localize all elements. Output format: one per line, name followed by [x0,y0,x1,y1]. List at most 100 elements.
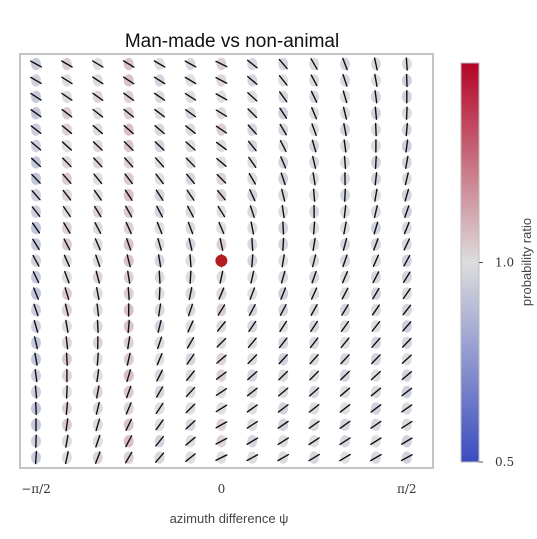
orientation-mark [251,254,254,268]
orientation-mark [122,76,135,85]
orientation-mark [187,320,194,333]
orientation-mark [248,304,256,316]
orientation-mark [312,155,317,169]
orientation-mark [246,404,258,413]
orientation-mark [310,74,318,87]
orientation-mark [154,157,165,168]
orientation-mark [95,418,101,432]
orientation-mark [92,76,104,85]
orientation-mark [374,172,378,186]
orientation-mark [278,337,288,349]
orientation-mark [31,189,41,201]
orientation-mark [61,108,73,118]
orientation-mark [343,204,347,219]
orientation-mark [95,385,100,399]
orientation-mark [156,336,163,350]
orientation-mark [65,336,69,350]
orientation-mark [247,108,258,119]
orientation-mark [279,320,288,333]
orientation-mark [33,303,39,317]
orientation-mark [93,173,103,185]
orientation-mark [342,90,348,104]
orientation-mark [92,92,104,101]
orientation-mark [311,270,317,284]
orientation-mark [404,188,410,202]
x-tick-label: 0 [218,482,226,496]
orientation-mark [370,370,382,381]
orientation-mark [281,188,286,202]
orientation-mark [370,453,382,462]
orientation-mark [30,141,42,151]
orientation-mark [125,221,132,235]
orientation-mark [374,73,378,88]
orientation-mark [65,418,69,432]
orientation-mark [154,108,166,118]
orientation-mark [61,125,73,135]
orientation-mark [127,319,130,334]
orientation-mark [402,287,411,300]
orientation-mark [401,387,413,397]
orientation-mark [311,106,318,120]
orientation-mark [155,419,164,431]
orientation-mark [155,173,164,185]
orientation-mark [157,237,162,251]
orientation-mark [249,287,256,300]
orientation-mark [373,238,379,251]
orientation-mark [32,238,40,251]
colorbar-label: probability ratio [519,218,534,306]
orientation-mark [65,319,69,334]
orientation-mark [63,238,71,251]
orientation-mark [219,270,224,284]
orientation-mark [402,271,411,283]
orientation-mark [278,74,288,86]
orientation-mark [64,451,69,465]
orientation-mark [311,254,317,268]
orientation-mark [246,437,259,445]
orientation-mark [370,404,382,413]
orientation-mark [189,270,192,284]
orientation-mark [402,304,412,316]
orientation-mark [62,205,72,218]
orientation-mark [92,124,104,135]
orientation-mark [215,371,227,380]
orientation-mark [280,287,287,300]
orientation-mark [184,109,197,118]
x-tick-label: −π/2 [21,482,51,496]
orientation-mark [281,254,285,268]
orientation-mark [250,270,255,284]
orientation-mark [339,453,351,462]
orientation-mark [96,352,99,366]
x-tick-label: π/2 [397,482,417,496]
orientation-mark [96,368,100,383]
orientation-mark [246,454,259,462]
orientation-mark [155,435,165,447]
orientation-mark [308,453,320,462]
orientation-mark [30,60,42,68]
orientation-mark [312,172,316,186]
orientation-mark [310,304,318,316]
orientation-mark [33,319,39,333]
orientation-mark [215,60,228,68]
orientation-mark [374,122,377,137]
orientation-mark [127,270,131,284]
orientation-mark [248,320,257,333]
orientation-mark [248,172,257,185]
orientation-mark [343,155,347,170]
orientation-mark [184,92,197,101]
orientation-mark [340,354,350,365]
orientation-mark [341,287,349,300]
orientation-mark [184,76,197,85]
orientation-mark [277,453,290,462]
orientation-mark [308,403,320,413]
orientation-mark [339,403,351,413]
orientation-mark [340,320,350,332]
orientation-mark [124,173,134,185]
colorbar-tick-label: 0.5 [495,455,514,469]
orientation-mark [341,304,349,316]
orientation-mark [215,125,228,134]
orientation-mark [247,75,258,85]
orientation-mark [309,370,320,381]
orientation-mark [156,221,163,235]
orientation-mark [186,205,195,218]
colorbar-tick-label: 1.0 [495,256,514,270]
